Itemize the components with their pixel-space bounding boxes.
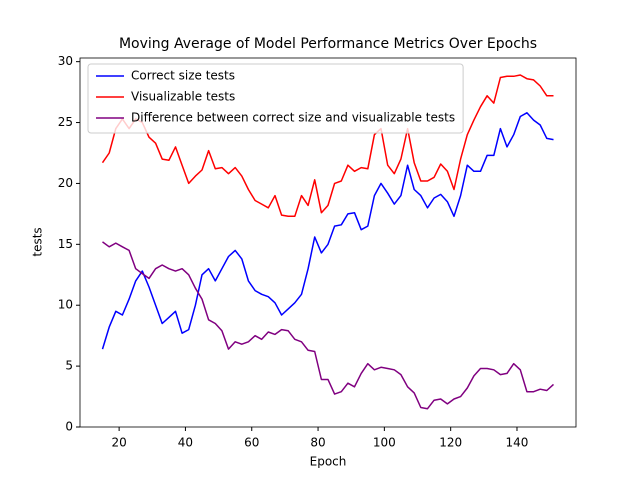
x-tick-label: 40 [178,436,193,450]
y-tick-label: 5 [65,359,73,373]
series-line [102,241,555,410]
legend-box [87,63,464,134]
y-tick-label: 20 [58,176,73,190]
y-tick-label: 10 [58,298,73,312]
series-line [101,74,554,218]
x-axis-label: Epoch [310,455,347,469]
y-tick-label: 30 [58,54,73,68]
plot-frame [79,57,577,428]
x-tick-label: 60 [244,436,259,450]
x-tick-label: 120 [439,436,462,450]
legend-label: Difference between correct size and visu… [131,111,455,125]
x-tick-label: 80 [310,436,325,450]
y-tick-label: 15 [58,237,73,251]
chart-title: Moving Average of Model Performance Metr… [119,36,537,52]
y-tick-label: 0 [65,420,73,434]
x-tick-label: 20 [111,436,126,450]
y-axis-label: tests [31,227,45,256]
legend-label: Visualizable tests [131,90,235,104]
series-line [101,112,554,350]
x-tick-label: 140 [506,436,529,450]
legend-label: Correct size tests [131,69,235,83]
y-tick-label: 25 [58,115,73,129]
x-tick-label: 100 [373,436,396,450]
